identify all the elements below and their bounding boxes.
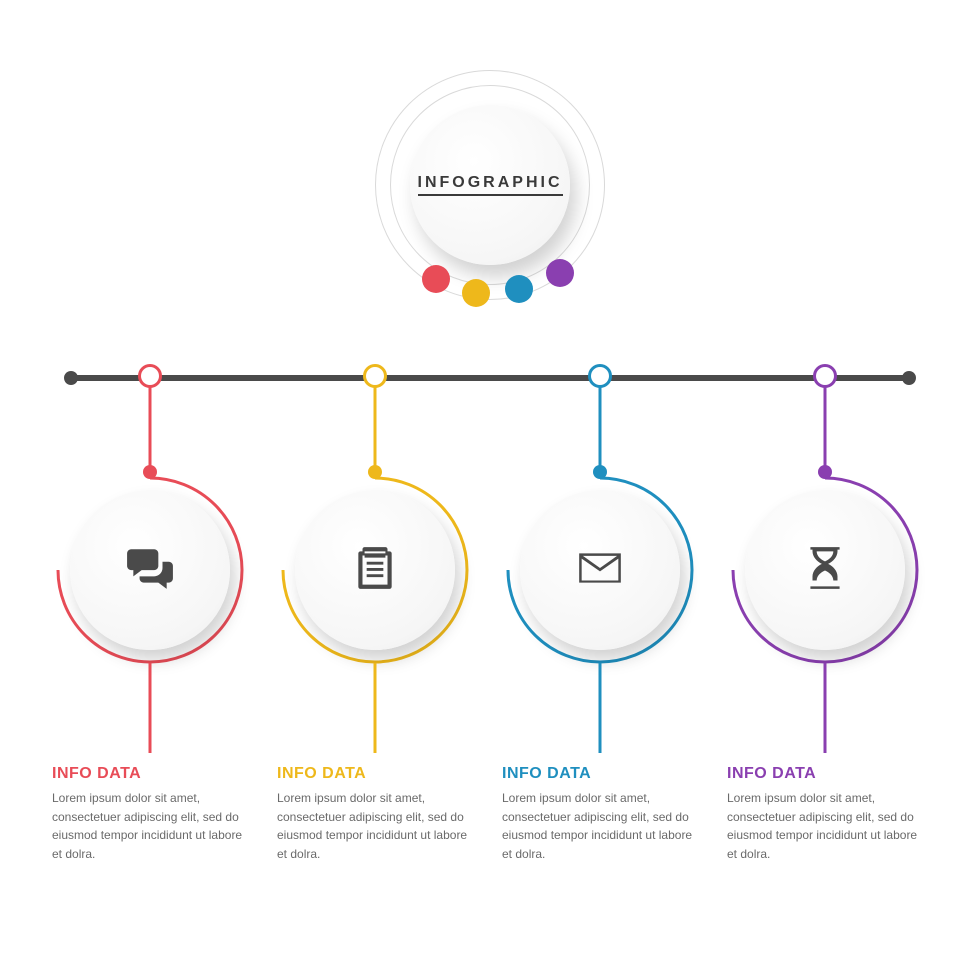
clipboard-icon [350, 543, 400, 598]
item-2-text: INFO DATA Lorem ipsum dolor sit amet, co… [265, 765, 485, 863]
item-3-body: Lorem ipsum dolor sit amet, consectetuer… [502, 789, 698, 863]
item-4-arc [730, 475, 920, 665]
timeline-endcap-right [902, 371, 916, 385]
header-dot-4 [546, 259, 574, 287]
item-3-node [588, 364, 612, 388]
item-2-body: Lorem ipsum dolor sit amet, consectetuer… [277, 789, 473, 863]
item-4-stem-top [824, 387, 827, 469]
item-1-heading: INFO DATA [52, 765, 248, 783]
item-2-arc [280, 475, 470, 665]
header-disc: INFOGRAPHIC [410, 105, 570, 265]
item-1-body: Lorem ipsum dolor sit amet, consectetuer… [52, 789, 248, 863]
item-2-stem-bottom [374, 663, 377, 753]
hourglass-icon [800, 543, 850, 598]
item-1-stem-top [149, 387, 152, 469]
item-3-arc [505, 475, 695, 665]
item-2-stem-top [374, 387, 377, 469]
mail-icon [575, 543, 625, 598]
chat-icon [125, 543, 175, 598]
item-2-node [363, 364, 387, 388]
header-dot-2 [462, 279, 490, 307]
item-1-node [138, 364, 162, 388]
item-2-heading: INFO DATA [277, 765, 473, 783]
header-dots [360, 265, 620, 305]
item-4-text: INFO DATA Lorem ipsum dolor sit amet, co… [715, 765, 935, 863]
header-title: INFOGRAPHIC [418, 174, 563, 196]
header-dot-3 [505, 275, 533, 303]
item-3-stem-top [599, 387, 602, 469]
item-1-text: INFO DATA Lorem ipsum dolor sit amet, co… [40, 765, 260, 863]
item-1-arc [55, 475, 245, 665]
item-1-disc [70, 490, 230, 650]
item-2-disc [295, 490, 455, 650]
item-4-stem-bottom [824, 663, 827, 753]
item-3-heading: INFO DATA [502, 765, 698, 783]
header-badge: INFOGRAPHIC [360, 70, 620, 330]
timeline-bar [70, 375, 910, 381]
timeline-endcap-left [64, 371, 78, 385]
item-4-node [813, 364, 837, 388]
item-3-disc [520, 490, 680, 650]
item-4-disc [745, 490, 905, 650]
item-4-body: Lorem ipsum dolor sit amet, consectetuer… [727, 789, 923, 863]
item-3-stem-bottom [599, 663, 602, 753]
header-dot-1 [422, 265, 450, 293]
item-3-text: INFO DATA Lorem ipsum dolor sit amet, co… [490, 765, 710, 863]
item-1-stem-bottom [149, 663, 152, 753]
item-4-heading: INFO DATA [727, 765, 923, 783]
